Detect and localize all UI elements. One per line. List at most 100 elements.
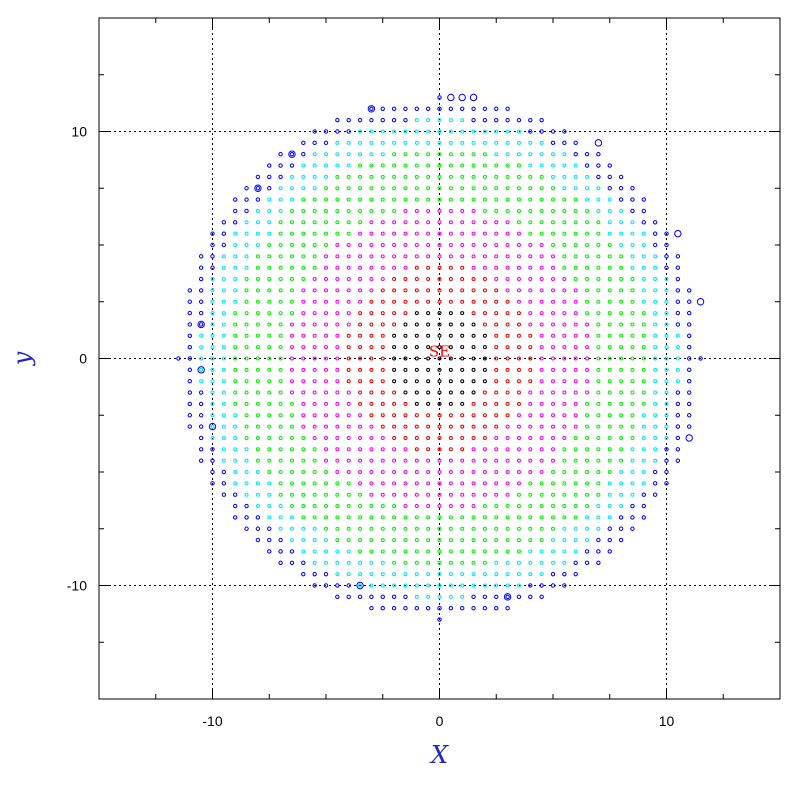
data-point bbox=[380, 538, 385, 543]
data-point bbox=[426, 277, 431, 282]
data-point bbox=[312, 447, 317, 452]
data-point bbox=[233, 492, 238, 497]
data-point bbox=[369, 163, 374, 168]
data-point bbox=[335, 152, 340, 157]
data-point bbox=[255, 277, 260, 282]
data-point bbox=[596, 367, 601, 372]
data-point bbox=[630, 277, 635, 282]
data-point bbox=[289, 163, 295, 168]
data-point bbox=[539, 288, 544, 293]
data-point bbox=[392, 424, 397, 429]
data-point bbox=[414, 549, 419, 554]
data-point bbox=[221, 265, 226, 270]
data-point bbox=[335, 560, 340, 565]
data-point bbox=[437, 129, 442, 134]
data-point bbox=[562, 174, 567, 179]
data-point bbox=[380, 197, 385, 202]
data-point bbox=[448, 458, 453, 463]
data-point bbox=[278, 424, 283, 429]
data-point bbox=[551, 163, 555, 168]
data-point bbox=[380, 526, 385, 531]
data-point bbox=[221, 481, 227, 486]
data-point bbox=[358, 129, 363, 134]
data-point bbox=[437, 549, 442, 554]
data-point bbox=[278, 265, 283, 270]
data-point bbox=[528, 186, 533, 191]
data-point bbox=[539, 435, 544, 440]
data-point bbox=[255, 345, 260, 350]
data-point bbox=[482, 379, 487, 384]
data-point bbox=[630, 186, 635, 191]
data-point bbox=[641, 333, 646, 338]
data-point bbox=[324, 413, 328, 418]
data-point bbox=[573, 152, 578, 157]
data-point bbox=[221, 299, 226, 304]
data-point bbox=[460, 492, 465, 497]
data-point bbox=[653, 311, 658, 316]
data-point bbox=[289, 220, 294, 225]
data-point bbox=[414, 560, 419, 565]
data-point bbox=[607, 390, 612, 395]
data-point bbox=[619, 254, 624, 259]
data-point bbox=[369, 594, 374, 600]
data-point bbox=[528, 401, 533, 406]
data-point bbox=[289, 152, 295, 157]
data-point bbox=[482, 322, 487, 327]
data-point bbox=[551, 333, 555, 338]
data-point bbox=[267, 390, 272, 395]
data-point bbox=[618, 537, 624, 543]
data-point bbox=[369, 299, 374, 304]
data-point bbox=[437, 277, 442, 282]
data-point bbox=[244, 390, 249, 395]
data-point bbox=[585, 231, 590, 236]
data-point bbox=[278, 163, 283, 168]
data-point bbox=[403, 606, 408, 611]
data-point bbox=[471, 594, 476, 600]
data-point bbox=[244, 186, 249, 191]
data-point bbox=[471, 106, 476, 112]
data-point bbox=[562, 538, 567, 543]
data-point bbox=[255, 435, 260, 440]
data-point bbox=[448, 538, 453, 543]
data-point bbox=[641, 345, 646, 350]
highlight-point bbox=[447, 93, 455, 102]
data-point bbox=[278, 458, 283, 463]
data-point bbox=[358, 515, 363, 520]
data-point bbox=[516, 435, 521, 440]
data-point bbox=[596, 515, 601, 520]
data-point bbox=[551, 538, 555, 543]
data-point bbox=[585, 277, 590, 282]
data-point bbox=[482, 447, 487, 452]
data-point bbox=[244, 311, 249, 316]
data-point bbox=[369, 606, 374, 611]
data-point bbox=[346, 197, 351, 202]
data-point bbox=[471, 265, 476, 270]
data-point bbox=[392, 538, 397, 543]
data-point bbox=[414, 231, 419, 236]
data-point bbox=[437, 583, 442, 588]
data-point bbox=[437, 152, 442, 157]
data-point bbox=[505, 515, 510, 520]
data-point bbox=[460, 515, 465, 520]
data-point bbox=[301, 163, 306, 168]
data-point bbox=[516, 231, 521, 236]
data-point bbox=[494, 356, 499, 361]
data-point bbox=[301, 538, 306, 543]
data-point bbox=[482, 243, 487, 247]
data-point bbox=[346, 413, 351, 418]
data-point bbox=[301, 333, 306, 338]
data-point bbox=[312, 174, 317, 179]
data-point bbox=[346, 152, 351, 157]
data-point bbox=[380, 208, 385, 213]
data-point bbox=[482, 594, 488, 600]
data-point bbox=[641, 367, 646, 372]
data-point bbox=[573, 243, 578, 247]
data-point bbox=[255, 367, 260, 372]
data-point bbox=[482, 231, 487, 236]
data-point bbox=[551, 208, 555, 213]
data-point bbox=[289, 197, 294, 202]
data-point bbox=[505, 504, 510, 509]
data-point bbox=[414, 515, 419, 520]
data-point bbox=[596, 208, 601, 213]
data-point bbox=[426, 254, 431, 259]
